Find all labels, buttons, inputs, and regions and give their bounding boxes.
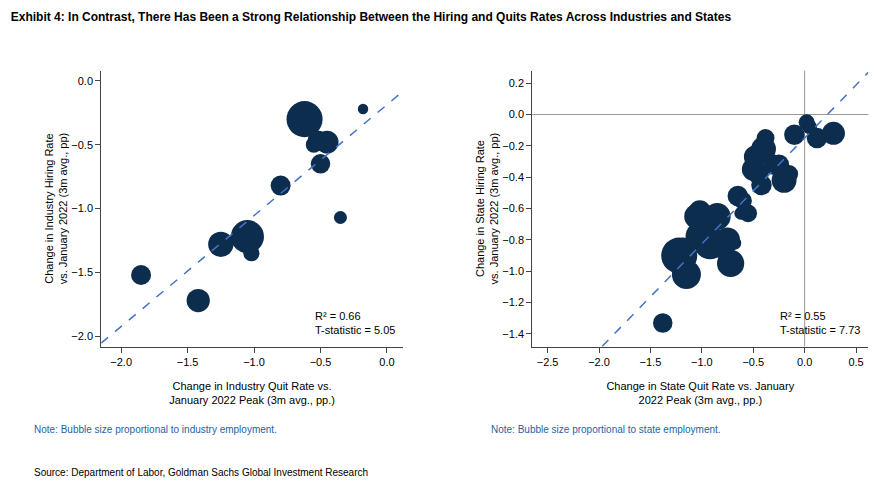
svg-text:Note: Bubble size proportional: Note: Bubble size proportional to indust… (34, 424, 277, 435)
svg-text:−1.5: −1.5 (177, 356, 199, 368)
svg-text:Exhibit 4: In Contrast, There: Exhibit 4: In Contrast, There Has Been a… (11, 10, 732, 24)
svg-text:−1.2: −1.2 (502, 296, 524, 308)
svg-text:−0.5: −0.5 (742, 356, 764, 368)
svg-text:−1.4: −1.4 (502, 328, 524, 340)
svg-text:−1.5: −1.5 (71, 266, 93, 278)
svg-text:0.5: 0.5 (848, 356, 863, 368)
svg-text:−0.8: −0.8 (502, 234, 524, 246)
svg-text:Change in State Hiring Ratevs.: Change in State Hiring Ratevs. January 2… (474, 133, 500, 285)
svg-text:−2.0: −2.0 (110, 356, 132, 368)
svg-text:0.2: 0.2 (509, 77, 524, 89)
svg-text:−0.6: −0.6 (502, 202, 524, 214)
svg-text:−1.0: −1.0 (691, 356, 713, 368)
svg-text:Note: Bubble size proportional: Note: Bubble size proportional to state … (491, 424, 721, 435)
svg-text:−2.0: −2.0 (71, 330, 93, 342)
svg-text:0.0: 0.0 (509, 108, 524, 120)
svg-text:−1.0: −1.0 (502, 265, 524, 277)
svg-text:R² = 0.66T-statistic = 5.05: R² = 0.66T-statistic = 5.05 (315, 310, 395, 336)
svg-text:−2.5: −2.5 (537, 356, 559, 368)
svg-text:Change in Industry Hiring Rate: Change in Industry Hiring Ratevs. Januar… (43, 133, 69, 285)
svg-text:−0.5: −0.5 (310, 356, 332, 368)
svg-text:−0.4: −0.4 (502, 171, 524, 183)
svg-text:Source: Department of Labor, G: Source: Department of Labor, Goldman Sac… (34, 467, 368, 478)
svg-text:0.0: 0.0 (797, 356, 812, 368)
svg-text:−0.5: −0.5 (71, 139, 93, 151)
svg-text:R² = 0.55T-statistic = 7.73: R² = 0.55T-statistic = 7.73 (780, 310, 860, 336)
svg-text:0.0: 0.0 (78, 75, 93, 87)
svg-text:−0.2: −0.2 (502, 140, 524, 152)
svg-text:−1.0: −1.0 (243, 356, 265, 368)
svg-text:Change in State Quit Rate vs.: Change in State Quit Rate vs. January202… (606, 380, 794, 406)
svg-text:−2.0: −2.0 (588, 356, 610, 368)
svg-text:Change in Industry Quit Rate v: Change in Industry Quit Rate vs.January … (169, 380, 335, 406)
svg-text:−1.0: −1.0 (71, 202, 93, 214)
svg-text:0.0: 0.0 (379, 356, 394, 368)
svg-text:−1.5: −1.5 (640, 356, 662, 368)
